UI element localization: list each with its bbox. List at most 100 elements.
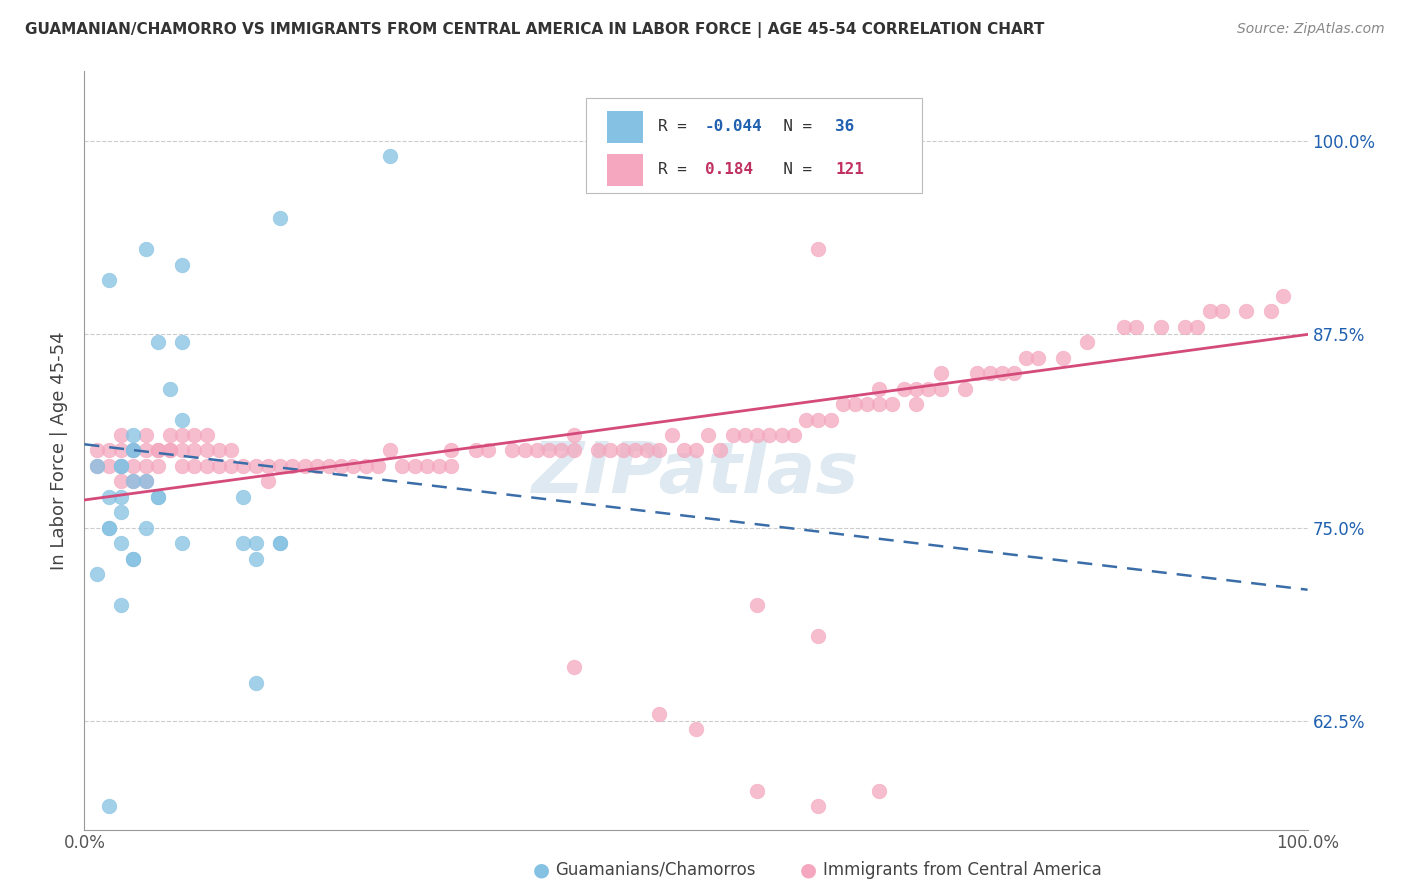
Point [1236, 304, 1258, 318]
Point [661, 428, 683, 442]
Point [342, 458, 364, 473]
Point [195, 458, 218, 473]
Text: N =: N = [765, 119, 823, 134]
Point [172, 428, 194, 442]
Point [330, 458, 353, 473]
Point [294, 458, 316, 473]
Point [979, 366, 1001, 380]
Point [807, 412, 830, 426]
Text: GUAMANIAN/CHAMORRO VS IMMIGRANTS FROM CENTRAL AMERICA IN LABOR FORCE | AGE 45-54: GUAMANIAN/CHAMORRO VS IMMIGRANTS FROM CE… [25, 22, 1045, 38]
Point [135, 458, 157, 473]
Point [1076, 335, 1098, 350]
Point [245, 536, 267, 550]
Point [709, 443, 731, 458]
Point [991, 366, 1014, 380]
Point [159, 382, 181, 396]
Point [562, 660, 585, 674]
Point [477, 443, 499, 458]
Point [648, 706, 671, 721]
Point [135, 428, 157, 442]
Point [905, 397, 928, 411]
Point [183, 443, 205, 458]
Point [122, 428, 145, 442]
Point [844, 397, 866, 411]
Point [146, 490, 169, 504]
Point [966, 366, 988, 380]
Point [807, 242, 830, 256]
Point [122, 475, 145, 489]
Point [1198, 304, 1220, 318]
Point [86, 443, 108, 458]
Point [97, 273, 120, 287]
Point [880, 397, 903, 411]
Point [929, 382, 952, 396]
Point [135, 475, 157, 489]
Point [269, 211, 291, 226]
Text: 121: 121 [835, 162, 865, 178]
Point [122, 475, 145, 489]
Point [281, 458, 304, 473]
Point [146, 443, 169, 458]
Point [586, 443, 609, 458]
Point [427, 458, 450, 473]
Point [1260, 304, 1282, 318]
Point [245, 458, 267, 473]
Point [869, 397, 891, 411]
Point [208, 458, 231, 473]
Point [122, 551, 145, 566]
Point [172, 443, 194, 458]
Point [562, 428, 585, 442]
Point [195, 428, 218, 442]
Point [721, 428, 744, 442]
Point [305, 458, 328, 473]
Point [135, 475, 157, 489]
Point [97, 443, 120, 458]
Point [1114, 319, 1136, 334]
Point [758, 428, 780, 442]
Point [1150, 319, 1173, 334]
Point [747, 428, 769, 442]
Point [367, 458, 389, 473]
Point [86, 458, 108, 473]
Point [770, 428, 793, 442]
Point [219, 458, 242, 473]
Text: -0.044: -0.044 [704, 119, 762, 134]
Text: Guamanians/Chamorros: Guamanians/Chamorros [555, 861, 756, 879]
Point [697, 428, 720, 442]
Point [440, 458, 463, 473]
Point [159, 443, 181, 458]
Point [146, 443, 169, 458]
Point [354, 458, 377, 473]
Point [783, 428, 806, 442]
Text: 36: 36 [835, 119, 855, 134]
Point [612, 443, 634, 458]
FancyBboxPatch shape [606, 154, 644, 186]
Point [110, 458, 132, 473]
Point [257, 475, 280, 489]
Text: N =: N = [765, 162, 823, 178]
Text: R =: R = [658, 119, 696, 134]
Text: Immigrants from Central America: Immigrants from Central America [823, 861, 1101, 879]
Point [110, 443, 132, 458]
Point [856, 397, 879, 411]
Point [917, 382, 939, 396]
Point [232, 490, 254, 504]
Point [110, 428, 132, 442]
Text: Source: ZipAtlas.com: Source: ZipAtlas.com [1237, 22, 1385, 37]
Point [135, 443, 157, 458]
Point [869, 784, 891, 798]
Point [172, 536, 194, 550]
Point [1015, 351, 1038, 365]
Point [513, 443, 536, 458]
Point [1211, 304, 1233, 318]
Point [172, 458, 194, 473]
Point [562, 443, 585, 458]
Point [685, 443, 707, 458]
Point [685, 722, 707, 736]
Point [110, 505, 132, 519]
Point [110, 490, 132, 504]
Point [391, 458, 413, 473]
Point [905, 382, 928, 396]
Point [257, 458, 280, 473]
FancyBboxPatch shape [606, 111, 644, 143]
